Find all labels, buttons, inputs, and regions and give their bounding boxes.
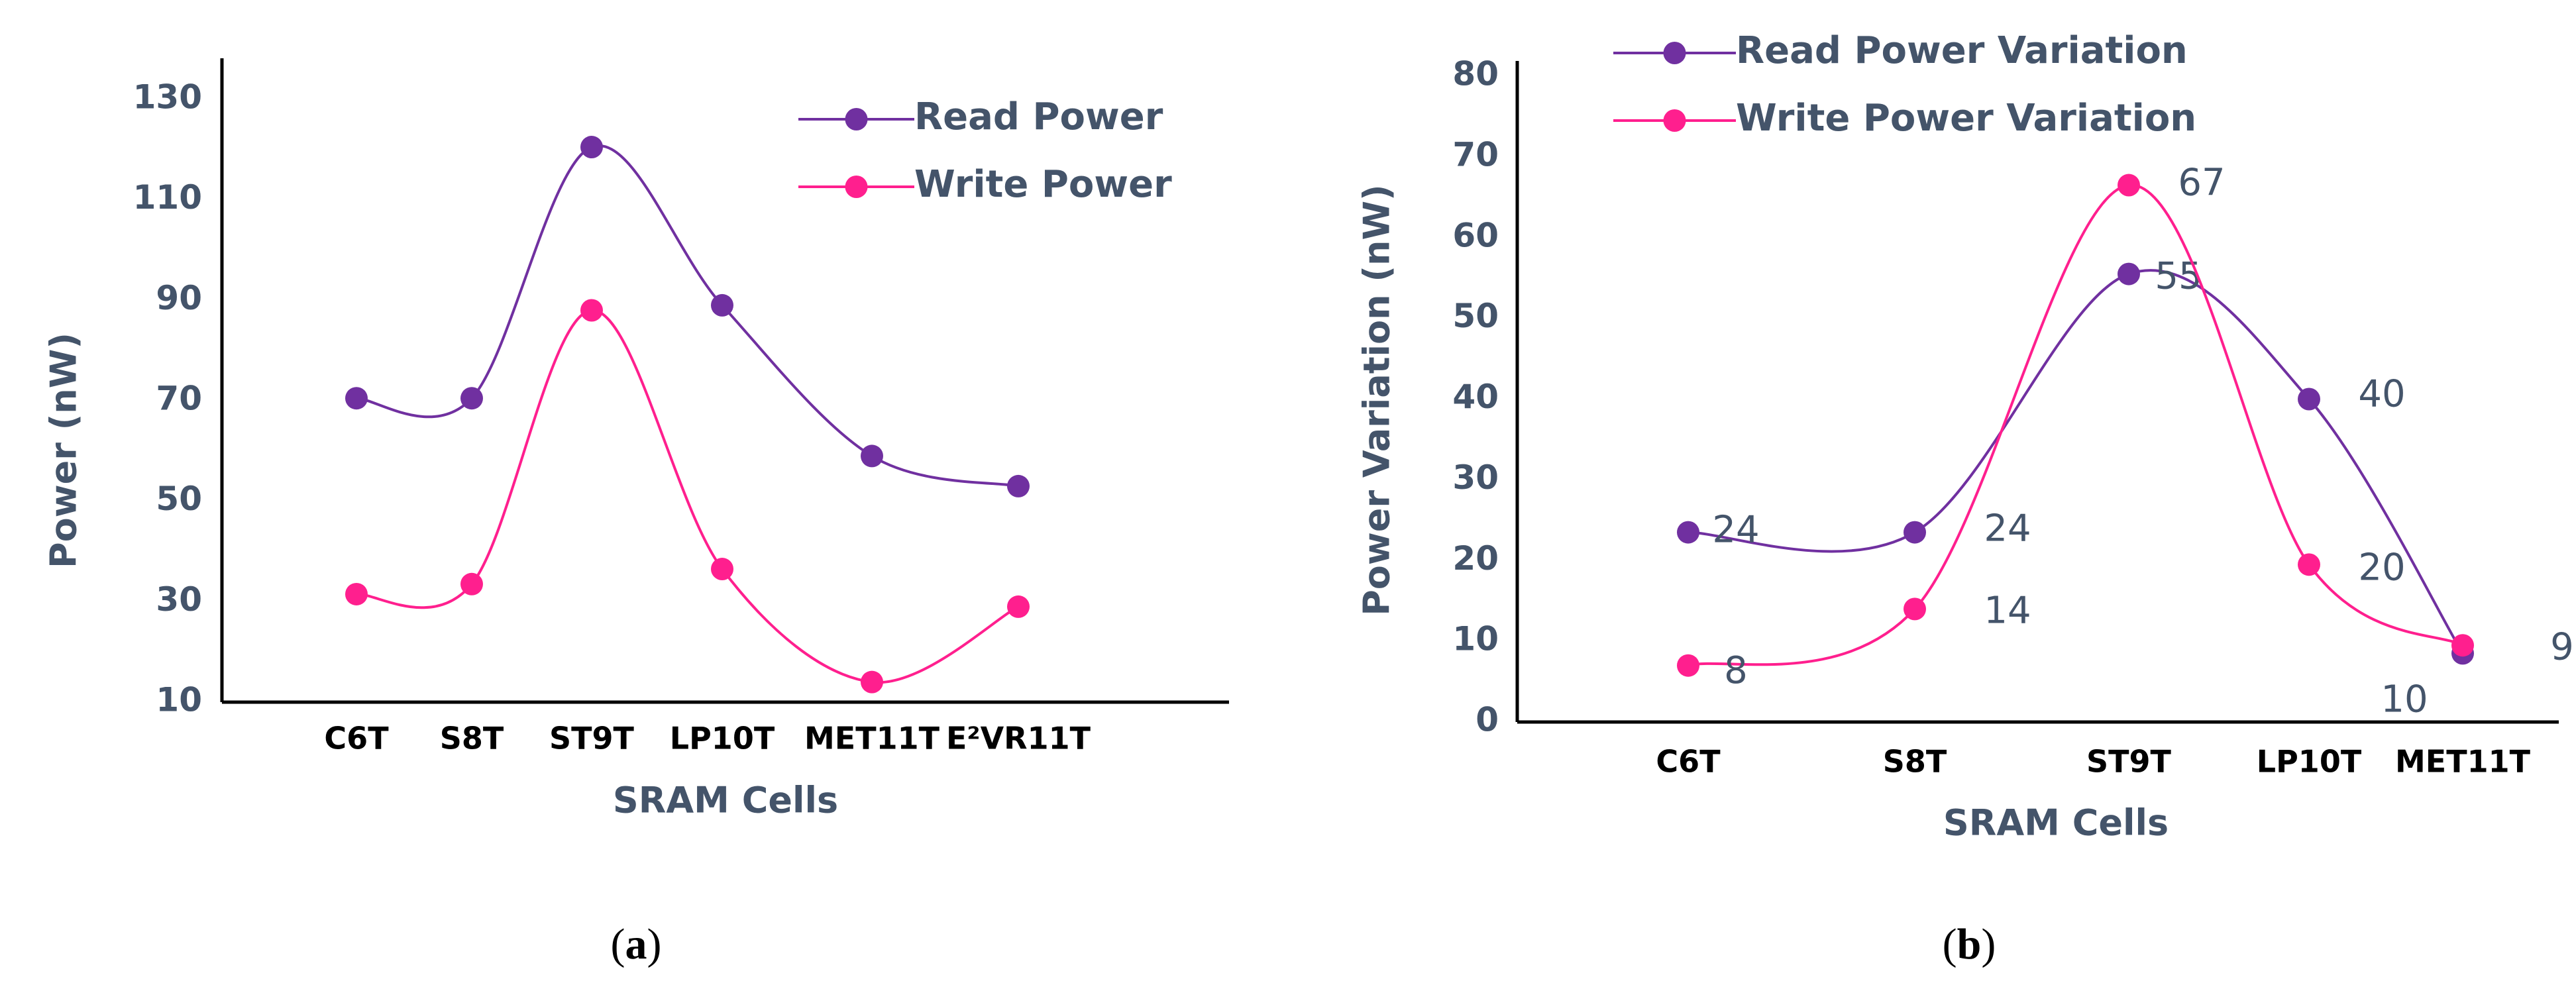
data-label: 14 (1984, 590, 2031, 633)
data-point (345, 387, 368, 410)
data-point (345, 582, 368, 605)
legend-marker (845, 176, 868, 198)
data-label: 20 (2358, 546, 2405, 589)
y-tick-label: 110 (133, 178, 202, 217)
y-tick-label: 70 (156, 380, 202, 418)
panel-label-letter: b (1957, 920, 1982, 968)
y-tick-label: 10 (1452, 620, 1499, 658)
x-tick-label: LP10T (670, 721, 775, 756)
y-tick-label: 40 (1452, 378, 1499, 416)
data-label: 55 (2155, 255, 2202, 298)
series-line (1688, 269, 2464, 654)
data-label: 24 (1712, 509, 1759, 552)
legend-label: Read Power Variation (1736, 29, 2188, 72)
data-point (2118, 262, 2140, 285)
data-point (580, 136, 603, 159)
data-point (2298, 553, 2320, 576)
data-label: 67 (2178, 162, 2225, 205)
data-point (580, 299, 603, 322)
y-tick-label: 80 (1452, 55, 1499, 93)
data-label: 9 (2550, 626, 2574, 669)
x-tick-label: MET11T (2395, 744, 2531, 780)
y-tick-label: 90 (156, 279, 202, 317)
panel-label-letter: a (625, 920, 647, 968)
data-point (1677, 654, 1699, 677)
panel-label-open: ( (1943, 920, 1957, 968)
x-tick-label: C6T (324, 721, 389, 756)
y-tick-label: 130 (133, 78, 202, 117)
x-tick-label: E²VR11T (946, 721, 1091, 756)
data-point (2451, 634, 2474, 657)
y-tick-label: 70 (1452, 135, 1499, 174)
data-point (1904, 521, 1926, 544)
data-point (1007, 474, 1030, 497)
data-point (711, 558, 733, 581)
data-label: 10 (2381, 678, 2428, 721)
data-label: 8 (1724, 649, 1748, 692)
panel-label-open: ( (611, 920, 625, 968)
series-line (1688, 183, 2463, 667)
legend-label: Write Power (914, 163, 1172, 206)
chart-b: 0 10 20 30 40 50 60 70 80 C6T S8T ST9T LP10T MET11T SR… (1356, 29, 2574, 968)
x-tick-label: MET11T (804, 721, 940, 756)
panel-label: (b) (1943, 920, 1996, 968)
data-point (1007, 595, 1030, 618)
data-point (2298, 388, 2320, 411)
panel-label: (a) (611, 920, 662, 968)
chart-a: 10 30 50 70 90 110 130 C6T S8T ST9T LP10T MET11T E²V… (43, 58, 1229, 968)
x-axis-title: SRAM Cells (613, 780, 838, 821)
data-point (861, 444, 883, 468)
data-point (1677, 521, 1699, 544)
legend-marker (1663, 42, 1686, 64)
data-point (2118, 174, 2140, 197)
data-point (861, 670, 883, 694)
x-tick-label: S8T (1883, 744, 1947, 780)
x-tick-label: C6T (1656, 744, 1721, 780)
y-axis-title: Power Variation (nW) (1356, 184, 1398, 616)
data-label: 40 (2358, 373, 2405, 416)
legend-marker (845, 108, 868, 130)
data-point (460, 572, 483, 595)
data-point (460, 387, 483, 410)
x-tick-label: S8T (440, 721, 504, 756)
y-tick-label: 0 (1476, 701, 1499, 739)
x-tick-label: LP10T (2257, 744, 2362, 780)
series-line (356, 309, 1019, 684)
data-point (1904, 597, 1926, 621)
panel-label-close: ) (1981, 920, 1996, 968)
panel-label-close: ) (647, 920, 662, 968)
y-tick-label: 60 (1452, 216, 1499, 254)
x-axis-title: SRAM Cells (1943, 802, 2169, 844)
y-tick-label: 30 (1452, 458, 1499, 497)
x-tick-label: ST9T (2086, 744, 2172, 780)
y-tick-label: 50 (1452, 297, 1499, 335)
x-tick-label: ST9T (549, 721, 635, 756)
data-label: 24 (1984, 507, 2031, 550)
legend-label: Write Power Variation (1736, 97, 2196, 140)
y-tick-label: 30 (156, 580, 202, 619)
y-axis-title: Power (nW) (43, 333, 85, 568)
y-tick-label: 10 (156, 681, 202, 719)
data-point (711, 293, 733, 317)
y-tick-label: 20 (1452, 539, 1499, 578)
y-tick-label: 50 (156, 480, 202, 518)
legend-label: Read Power (914, 95, 1163, 138)
legend-marker (1663, 109, 1686, 132)
